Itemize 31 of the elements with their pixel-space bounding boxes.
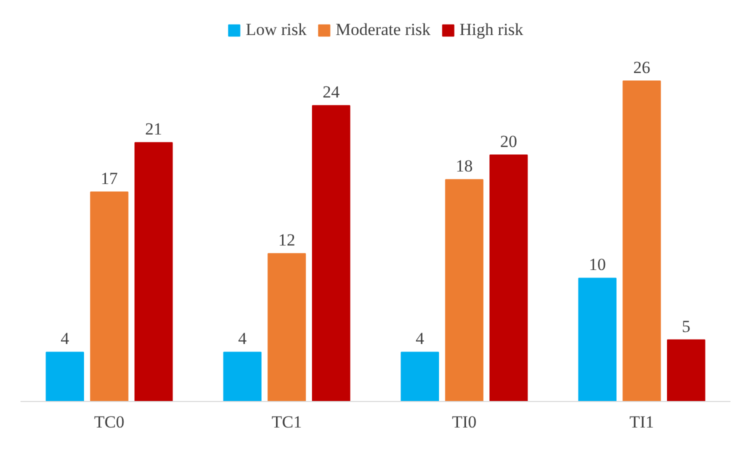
bar — [489, 154, 528, 402]
x-tick-label: TC1 — [272, 412, 302, 432]
bar — [268, 253, 306, 402]
data-label: 4 — [416, 329, 425, 348]
bar — [445, 179, 484, 402]
x-tick-label: TI0 — [452, 412, 477, 432]
bar — [134, 142, 173, 402]
data-label: 24 — [322, 82, 340, 102]
bar — [223, 352, 262, 402]
bar — [578, 278, 617, 402]
data-label: 10 — [588, 255, 606, 274]
legend-label: High risk — [460, 20, 524, 40]
bar — [90, 191, 128, 402]
legend-label: Low risk — [246, 20, 307, 40]
bar — [46, 352, 84, 402]
x-tick-label: TI1 — [629, 412, 654, 432]
data-label: 21 — [145, 120, 162, 139]
bar — [666, 339, 706, 402]
bar — [312, 105, 350, 402]
data-label: 17 — [100, 168, 118, 188]
data-label: 20 — [500, 132, 518, 151]
data-label: 26 — [633, 58, 650, 78]
x-tick-label: TC0 — [94, 412, 124, 432]
data-label: 4 — [60, 329, 70, 348]
data-label: 5 — [682, 316, 690, 336]
data-label: 18 — [456, 156, 473, 176]
bar — [622, 80, 661, 402]
legend-label: Moderate risk — [336, 20, 431, 40]
data-label: 4 — [238, 329, 248, 348]
bar — [400, 352, 440, 402]
data-label: 12 — [278, 230, 296, 250]
